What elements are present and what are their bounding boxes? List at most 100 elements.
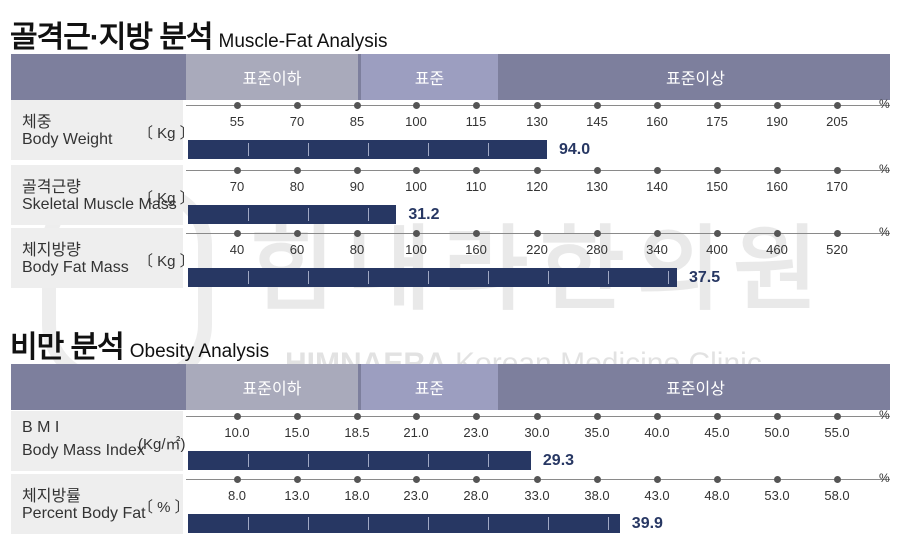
tick-label: 35.0 <box>584 425 610 440</box>
bar-divider <box>488 271 489 284</box>
axis-dot <box>412 413 420 420</box>
tick-label: 85 <box>349 114 365 129</box>
percent-symbol: % <box>879 408 890 422</box>
tick-label: 145 <box>586 114 608 129</box>
section-title-english: Muscle-Fat Analysis <box>218 31 388 52</box>
axis-dot <box>593 102 601 109</box>
header-segment-0-2: 표준이상 <box>501 54 890 100</box>
row-unit: 〔 Kg 〕 <box>138 253 195 270</box>
bar-divider <box>368 271 369 284</box>
value-bar <box>188 514 620 533</box>
axis-dot <box>533 476 541 483</box>
tick-label: 190 <box>766 114 788 129</box>
header-segment-1-2: 표준이상 <box>501 364 890 410</box>
row-label-korean: 골격근량 <box>22 179 81 196</box>
bar-divider <box>668 271 669 284</box>
bar-divider <box>548 517 549 530</box>
tick-label: 45.0 <box>704 425 730 440</box>
axis-dot <box>533 413 541 420</box>
axis-dot <box>533 167 541 174</box>
bar-divider <box>368 517 369 530</box>
bar-divider <box>488 517 489 530</box>
row-label-english: Skeletal Muscle Mass <box>22 196 177 213</box>
tick-label: 60 <box>289 242 305 257</box>
axis-dot <box>833 230 841 237</box>
value-label: 39.9 <box>631 515 663 532</box>
tick-label: 18.5 <box>344 425 370 440</box>
header-segment-1-1: 표준 <box>361 364 498 410</box>
tick-label: 21.0 <box>403 425 429 440</box>
bar-divider <box>548 271 549 284</box>
tick-label: 53.0 <box>764 488 790 503</box>
row-label-box <box>11 474 183 534</box>
axis-dot <box>833 102 841 109</box>
tick-label: 23.0 <box>463 425 489 440</box>
tick-label: 110 <box>465 179 487 194</box>
axis-dot <box>653 230 661 237</box>
axis-dot <box>773 167 781 174</box>
axis-dot <box>713 102 721 109</box>
tick-label: 33.0 <box>524 488 550 503</box>
tick-label: 220 <box>526 242 548 257</box>
axis-dot <box>593 476 601 483</box>
value-bar <box>188 205 397 224</box>
tick-label: 70 <box>289 114 305 129</box>
value-bar <box>188 451 531 470</box>
tick-label: 160 <box>465 242 487 257</box>
axis-dot <box>472 476 480 483</box>
bar-divider <box>308 517 309 530</box>
value-label: 31.2 <box>408 206 440 223</box>
axis-dot <box>233 167 241 174</box>
axis-dot <box>293 167 301 174</box>
axis-dot <box>412 167 420 174</box>
tick-label: 28.0 <box>463 488 489 503</box>
bar-divider <box>248 517 249 530</box>
tick-label: 520 <box>826 242 848 257</box>
axis-dot <box>773 230 781 237</box>
tick-label: 150 <box>706 179 728 194</box>
tick-label: 140 <box>646 179 668 194</box>
row-label-box <box>11 228 183 288</box>
axis-dot <box>293 413 301 420</box>
axis-dot <box>713 167 721 174</box>
tick-label: 15.0 <box>284 425 310 440</box>
row-unit: (Kg/㎡) <box>138 436 186 453</box>
axis-dot <box>773 102 781 109</box>
bar-divider <box>248 271 249 284</box>
bar-divider <box>608 271 609 284</box>
value-bar <box>188 140 547 159</box>
axis-dot <box>293 102 301 109</box>
row-label-korean: B M I <box>22 419 60 436</box>
axis-dot <box>833 413 841 420</box>
tick-label: 120 <box>526 179 548 194</box>
axis-dot <box>472 230 480 237</box>
axis-dot <box>773 413 781 420</box>
axis-dot <box>353 167 361 174</box>
bar-divider <box>488 143 489 156</box>
axis-dot <box>412 230 420 237</box>
tick-label: 100 <box>405 114 427 129</box>
axis-dot <box>593 413 601 420</box>
tick-label: 175 <box>706 114 728 129</box>
row-label-korean: 체중 <box>22 114 52 131</box>
axis-dot <box>233 476 241 483</box>
tick-label: 280 <box>586 242 608 257</box>
bar-divider <box>248 208 249 221</box>
axis-dot <box>773 476 781 483</box>
bar-divider <box>608 517 609 530</box>
axis-dot <box>653 413 661 420</box>
tick-label: 48.0 <box>704 488 730 503</box>
axis-dot <box>713 413 721 420</box>
tick-label: 130 <box>586 179 608 194</box>
bar-divider <box>308 208 309 221</box>
bar-divider <box>428 517 429 530</box>
row-label-box <box>11 411 183 471</box>
tick-label: 170 <box>826 179 848 194</box>
tick-label: 10.0 <box>224 425 250 440</box>
header-segment-0-0: 표준이하 <box>186 54 358 100</box>
axis-dot <box>713 476 721 483</box>
tick-label: 58.0 <box>824 488 850 503</box>
tick-label: 50.0 <box>764 425 790 440</box>
row-label-english: Body Weight <box>22 131 113 148</box>
bar-divider <box>368 143 369 156</box>
